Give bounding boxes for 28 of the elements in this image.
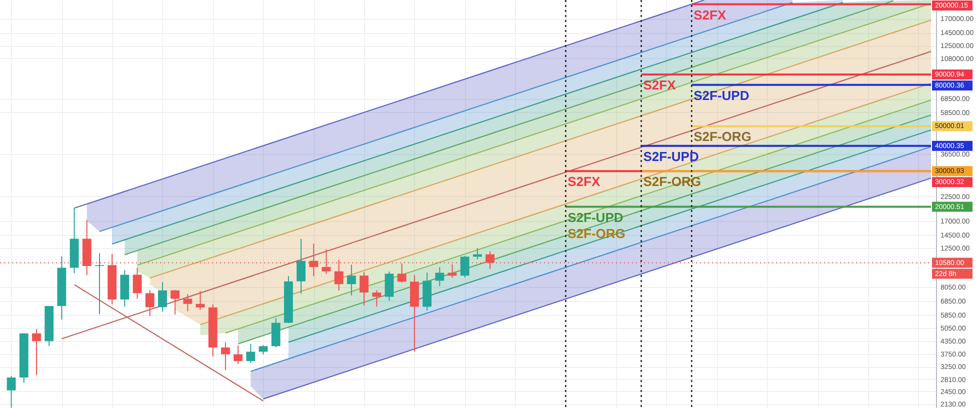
candlestick	[435, 266, 444, 287]
candlestick	[6, 376, 16, 408]
candlestick	[258, 344, 268, 355]
candlestick	[158, 282, 167, 312]
candlestick	[271, 318, 280, 348]
candlestick	[296, 238, 306, 294]
candlestick	[132, 267, 142, 300]
series-label: S2FX	[694, 7, 726, 22]
candlestick	[234, 344, 243, 364]
candlestick	[95, 252, 104, 315]
series-label: S2F-UPD	[694, 88, 750, 103]
candlestick	[360, 272, 369, 306]
series-label: S2FX	[568, 174, 600, 190]
candlestick	[32, 328, 41, 376]
candlestick	[384, 271, 394, 302]
candlestick	[221, 342, 230, 371]
candlestick	[372, 290, 382, 308]
candlestick	[246, 343, 256, 364]
candlestick	[170, 290, 180, 315]
series-label: S2F-UPD	[643, 148, 699, 164]
candlestick	[183, 294, 192, 312]
candlestick	[145, 289, 154, 316]
series-label: S2FX	[643, 78, 676, 93]
series-label: S2F-ORG	[694, 129, 752, 144]
candlestick	[397, 262, 406, 284]
candlestick	[347, 264, 356, 296]
candlestick	[460, 255, 470, 278]
candlestick	[196, 290, 205, 310]
